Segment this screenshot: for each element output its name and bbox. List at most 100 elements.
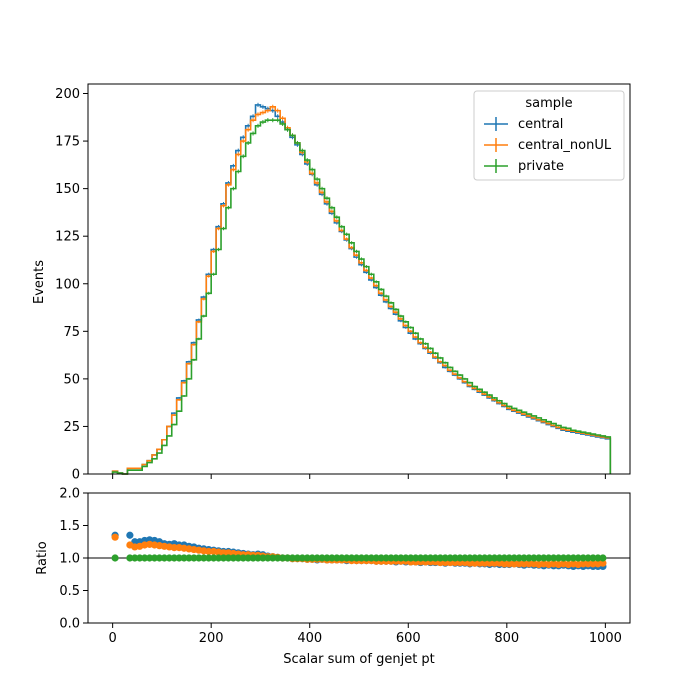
- ratio-point-private: [357, 554, 366, 562]
- ratio-point-private: [451, 554, 459, 562]
- ratio-point-private: [520, 554, 528, 562]
- y-tick-label: 100: [55, 277, 80, 292]
- ratio-point-private: [170, 554, 178, 562]
- ratio-point-central-nonul: [485, 559, 494, 567]
- ratio-point-central-nonul: [205, 547, 213, 556]
- ratio-point-private: [249, 554, 257, 562]
- ratio-point-central-nonul: [579, 560, 587, 568]
- ratio-point-private: [431, 554, 439, 562]
- ratio-point-central-nonul: [471, 559, 479, 567]
- ratio-point-private: [279, 554, 287, 562]
- ratio-point-central-nonul: [500, 560, 508, 568]
- ratio-point-private: [471, 554, 479, 562]
- ratio-point-central-nonul: [170, 544, 178, 552]
- x-tick-label: 400: [297, 631, 322, 646]
- y-tick-label: 150: [55, 182, 80, 197]
- ratio-y-tick-label: 2.0: [59, 487, 80, 502]
- ratio-point-private: [200, 554, 208, 562]
- ratio-point-private: [348, 554, 356, 562]
- ratio-point-private: [599, 554, 607, 562]
- ratio-point-private: [308, 554, 316, 562]
- main-y-axis-label: Events: [32, 260, 47, 304]
- legend-label-private: private: [518, 159, 564, 174]
- ratio-point-private: [155, 554, 164, 562]
- ratio-point-private: [550, 554, 558, 562]
- ratio-point-private: [426, 554, 435, 562]
- ratio-point-private: [377, 554, 385, 562]
- ratio-point-private: [293, 554, 302, 562]
- ratio-point-private: [313, 554, 321, 562]
- ratio-point-private: [421, 554, 430, 562]
- ratio-point-private: [495, 554, 504, 562]
- ratio-point-private: [412, 554, 420, 562]
- ratio-point-private: [111, 554, 119, 562]
- ratio-point-private: [165, 554, 173, 562]
- y-tick-label: 200: [55, 87, 80, 102]
- ratio-point-private: [205, 554, 213, 562]
- ratio-point-private: [559, 554, 568, 562]
- ratio-point-private: [584, 554, 592, 562]
- ratio-point-private: [219, 554, 228, 562]
- legend-entry-central-nonul: central_nonUL: [484, 138, 612, 153]
- legend-label-central: central: [518, 117, 563, 132]
- ratio-point-private: [352, 554, 361, 562]
- ratio-point-private: [303, 554, 311, 562]
- ratio-point-private: [288, 554, 297, 562]
- ratio-point-central-nonul: [219, 549, 228, 557]
- ratio-point-central-nonul: [584, 560, 592, 568]
- ratio-point-private: [505, 554, 513, 562]
- ratio-point-central-nonul: [505, 560, 513, 568]
- ratio-point-private: [589, 554, 597, 562]
- ratio-point-private: [456, 554, 464, 562]
- ratio-point-central-nonul: [466, 559, 474, 567]
- ratio-point-private: [264, 554, 272, 562]
- ratio-y-axis-label: Ratio: [35, 541, 50, 574]
- ratio-point-central-nonul: [520, 560, 528, 568]
- ratio-point-central-nonul: [476, 559, 484, 567]
- x-axis-label: Scalar sum of genjet pt: [283, 652, 435, 667]
- ratio-point-private: [190, 554, 198, 562]
- ratio-point-private: [510, 554, 518, 562]
- ratio-point-private: [333, 554, 341, 562]
- y-tick-label: 75: [63, 325, 80, 340]
- ratio-point-private: [234, 554, 242, 562]
- ratio-point-private: [416, 554, 425, 562]
- ratio-point-private: [318, 554, 326, 562]
- ratio-point-private: [259, 554, 267, 562]
- ratio-point-central-nonul: [490, 559, 499, 567]
- legend-label-central-nonul: central_nonUL: [518, 138, 612, 153]
- ratio-point-private: [328, 554, 336, 562]
- ratio-point-private: [298, 554, 306, 562]
- ratio-point-private: [441, 554, 449, 562]
- legend-entry-private: private: [484, 159, 564, 174]
- ratio-point-private: [436, 554, 444, 562]
- ratio-point-private: [569, 554, 577, 562]
- ratio-point-central-nonul: [510, 560, 518, 568]
- ratio-point-private: [397, 554, 405, 562]
- ratio-point-private: [195, 554, 203, 562]
- ratio-point-private: [160, 554, 168, 562]
- ratio-point-central-nonul: [599, 559, 607, 567]
- ratio-point-private: [540, 554, 548, 562]
- ratio-point-private: [446, 554, 454, 562]
- ratio-point-private: [150, 554, 159, 562]
- ratio-point-private: [476, 554, 484, 562]
- ratio-y-tick-label: 1.5: [59, 519, 80, 534]
- ratio-point-private: [367, 554, 375, 562]
- ratio-point-central-nonul: [525, 560, 533, 568]
- y-tick-label: 175: [55, 135, 80, 150]
- main-plot-frame: [87, 83, 631, 475]
- ratio-point-private: [185, 554, 193, 562]
- ratio-point-private: [535, 554, 543, 562]
- ratio-y-tick-label: 0.0: [59, 617, 80, 632]
- ratio-point-private: [485, 554, 494, 562]
- ratio-point-private: [343, 554, 351, 562]
- ratio-point-private: [274, 554, 282, 562]
- ratio-point-private: [214, 554, 223, 562]
- ratio-point-private: [564, 554, 573, 562]
- ratio-point-private: [210, 554, 218, 562]
- ratio-point-private: [372, 554, 380, 562]
- ratio-point-private: [407, 554, 415, 562]
- ratio-point-private: [382, 554, 390, 562]
